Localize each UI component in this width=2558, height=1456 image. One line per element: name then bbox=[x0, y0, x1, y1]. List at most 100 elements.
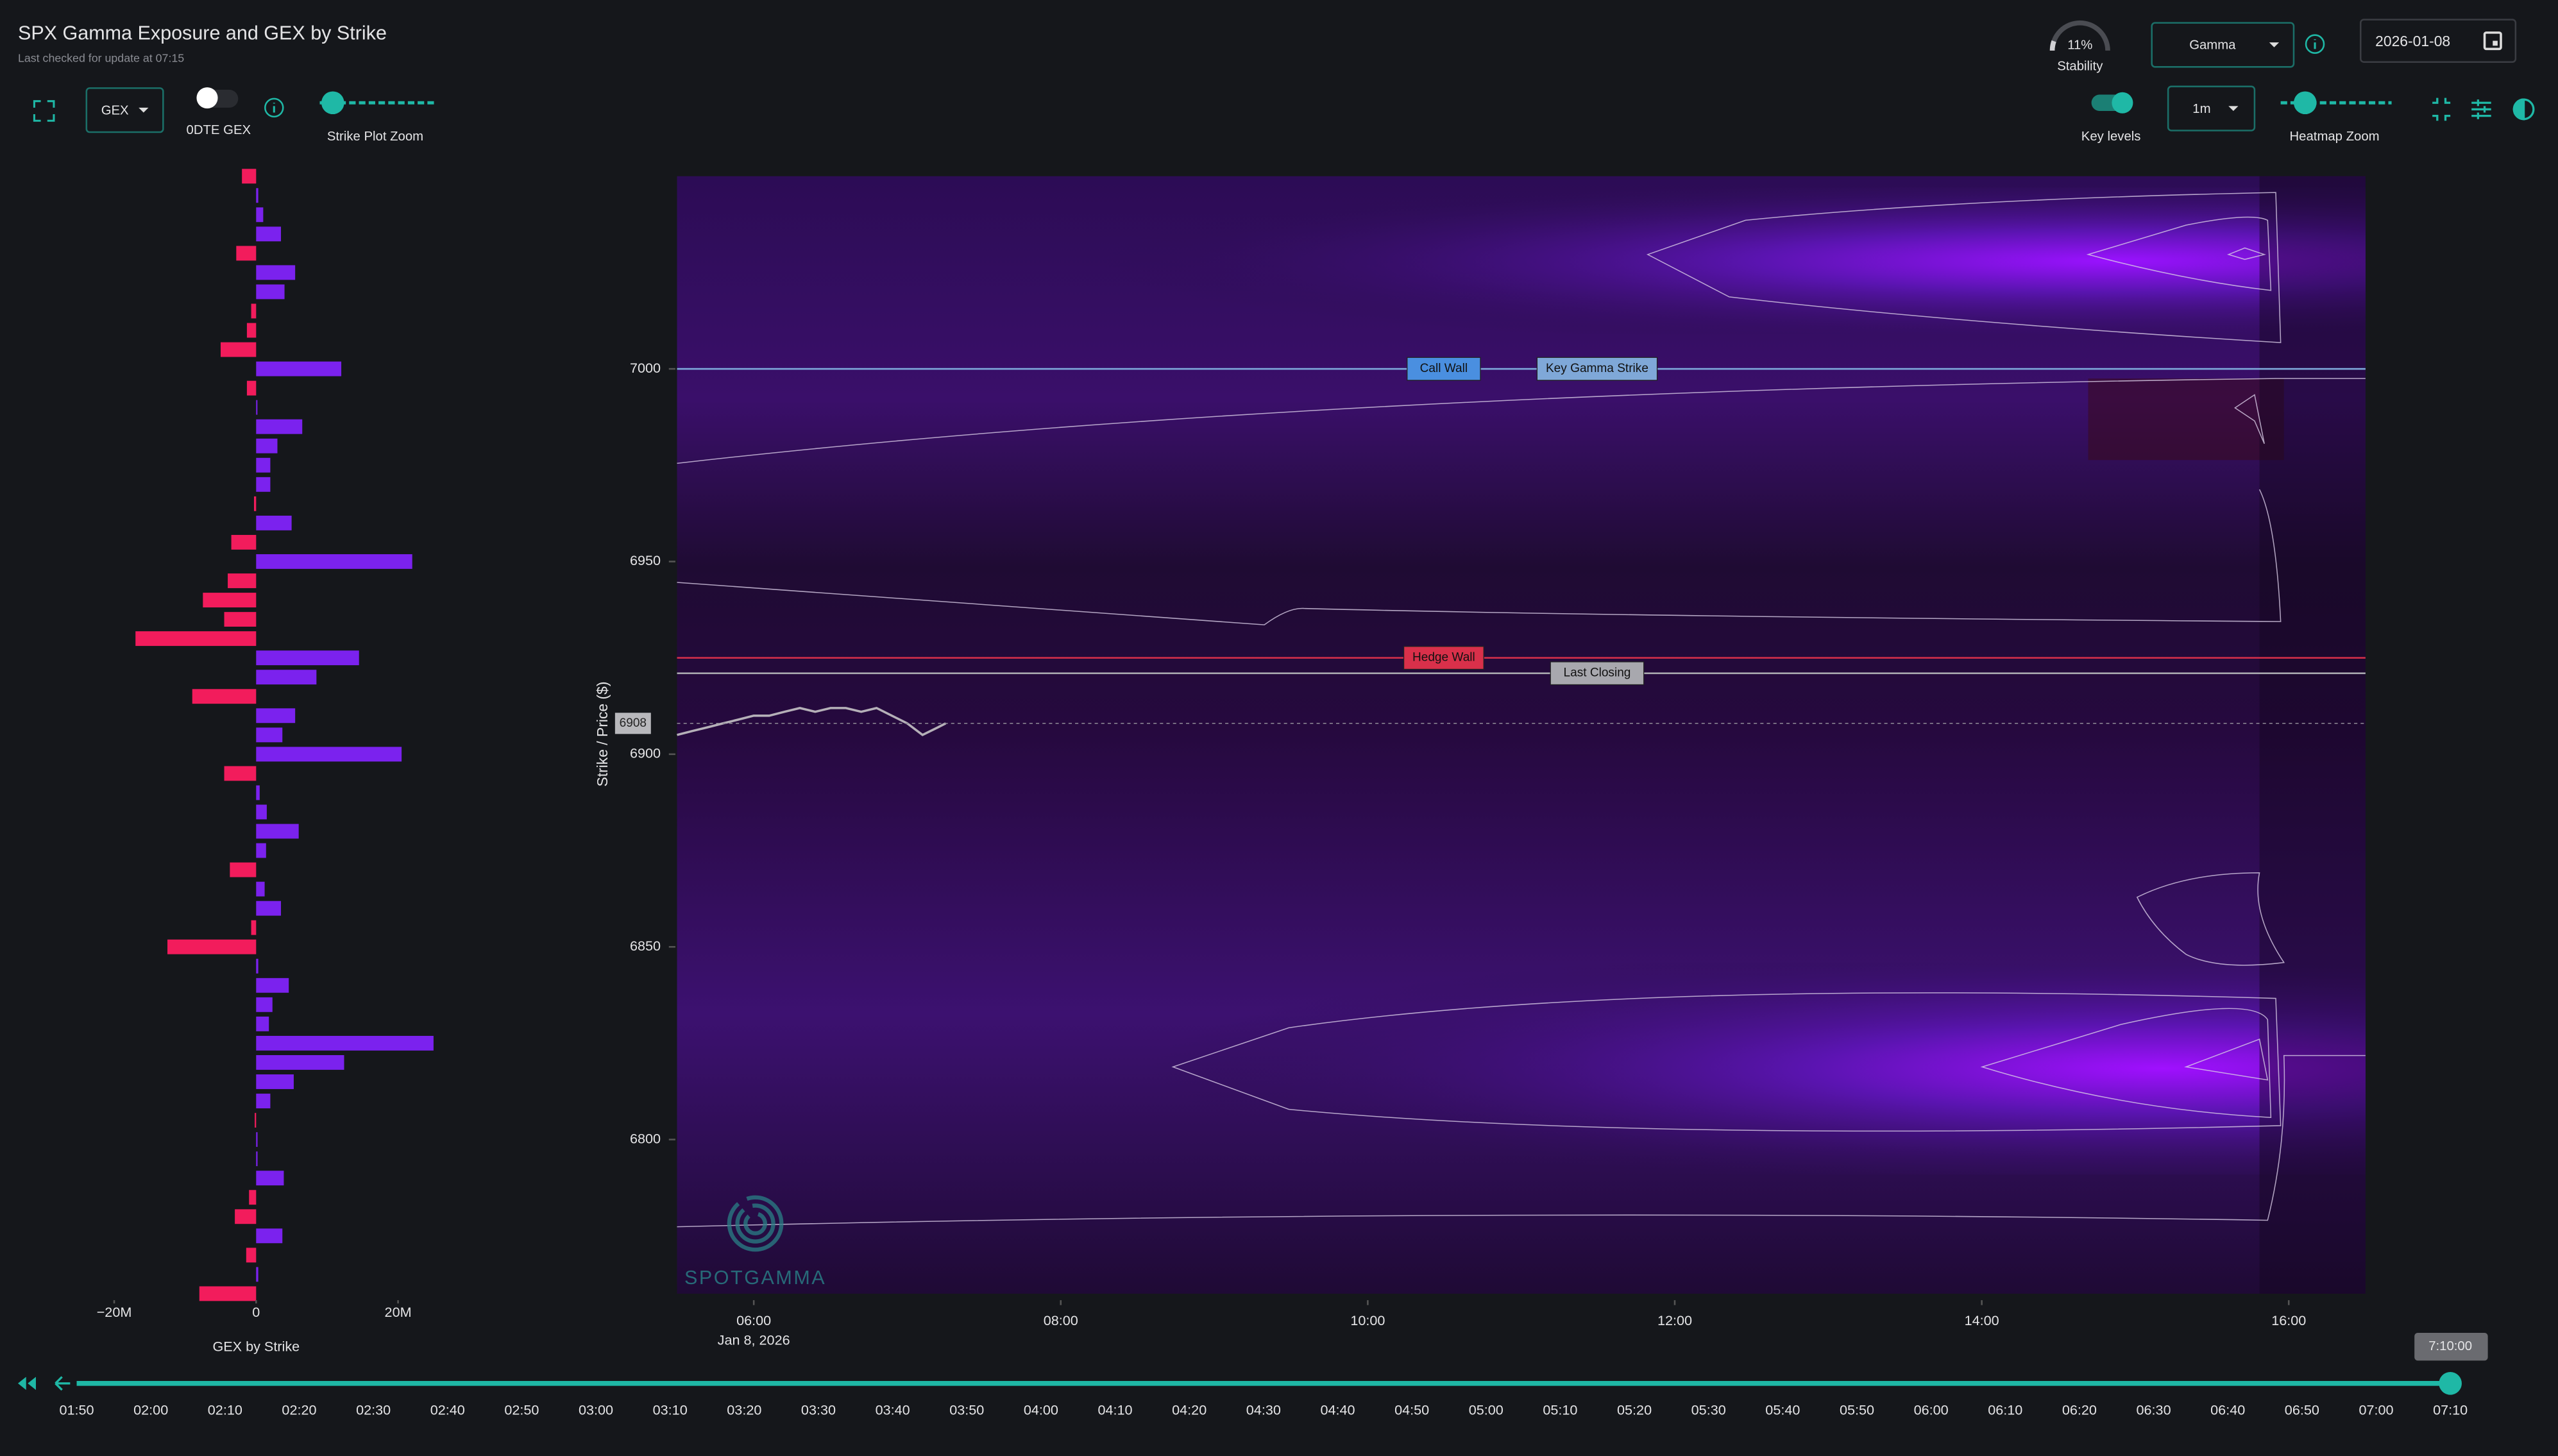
key-level-label-box bbox=[1407, 357, 1481, 381]
rewind-button[interactable] bbox=[17, 1376, 36, 1390]
gex-bar bbox=[256, 824, 299, 839]
fullscreen-button[interactable] bbox=[33, 100, 55, 122]
x-date-label: Jan 8, 2026 bbox=[718, 1332, 790, 1348]
date-picker[interactable]: 2026-01-08 bbox=[2359, 19, 2517, 63]
gex-bar bbox=[192, 689, 257, 704]
heatmap-select[interactable]: Gamma bbox=[2151, 22, 2295, 68]
icon bbox=[55, 1376, 71, 1391]
gex-bar bbox=[167, 939, 257, 954]
key-level-label: Call Wall bbox=[1420, 362, 1468, 375]
heatmap-zoom-slider[interactable] bbox=[2280, 91, 2392, 115]
back-button[interactable] bbox=[55, 1376, 71, 1391]
gex-select[interactable]: GEX bbox=[85, 87, 164, 133]
gex-bar bbox=[256, 670, 317, 685]
timeline-label: 03:30 bbox=[801, 1402, 836, 1418]
date-value: 2026-01-08 bbox=[2375, 33, 2450, 49]
x-tick-label: 12:00 bbox=[1657, 1312, 1692, 1328]
gex-bar bbox=[256, 1016, 269, 1031]
gex-bar bbox=[256, 997, 273, 1012]
key-level-label-box bbox=[1536, 357, 1658, 381]
timeline-label: 04:40 bbox=[1320, 1402, 1355, 1418]
gex-bar bbox=[249, 1190, 257, 1205]
x-tick-label: 20M bbox=[385, 1304, 412, 1320]
last-price-box bbox=[614, 713, 651, 734]
timeline-label: 05:30 bbox=[1691, 1402, 1726, 1418]
gex-bar bbox=[256, 958, 258, 974]
gex-bar bbox=[246, 1248, 257, 1263]
x-tick-label: 06:00 bbox=[736, 1312, 771, 1328]
timeline-label: 06:50 bbox=[2285, 1402, 2319, 1418]
gex-bar bbox=[256, 554, 412, 569]
key-levels-toggle[interactable] bbox=[2091, 92, 2133, 114]
gex-bar bbox=[256, 1055, 344, 1070]
toggle-knob bbox=[196, 87, 218, 109]
settings-button[interactable] bbox=[2471, 99, 2491, 119]
gex-bar bbox=[256, 1074, 294, 1089]
info-button[interactable] bbox=[2305, 34, 2325, 54]
timeline-knob bbox=[2439, 1371, 2462, 1395]
timeline-label: 04:30 bbox=[1246, 1402, 1281, 1418]
strike-zoom-slider[interactable] bbox=[319, 91, 434, 115]
heatmap-zoom-label: Heatmap Zoom bbox=[2290, 130, 2380, 144]
gex-bar bbox=[251, 303, 257, 319]
timeline-label: 05:50 bbox=[1840, 1402, 1874, 1418]
strike-zoom-label: Strike Plot Zoom bbox=[327, 130, 423, 144]
timeline-label: 07:00 bbox=[2359, 1402, 2393, 1418]
timeline-label: 02:00 bbox=[133, 1402, 168, 1418]
gex-bar bbox=[256, 747, 402, 762]
gex-bar bbox=[256, 207, 264, 223]
timeline-label: 07:10 bbox=[2433, 1402, 2468, 1418]
logo-ring bbox=[727, 1195, 784, 1252]
timeline-label: 03:20 bbox=[727, 1402, 761, 1418]
gex-bar bbox=[256, 361, 342, 377]
heatmap-band bbox=[677, 962, 2366, 1175]
contour-line bbox=[677, 1054, 2366, 1228]
timeline-label: 01:50 bbox=[59, 1402, 94, 1418]
calendar-icon bbox=[2483, 31, 2502, 51]
select-value: Gamma bbox=[2189, 38, 2236, 53]
contour-line bbox=[2226, 247, 2266, 260]
bar-chart-title: GEX by Strike bbox=[212, 1339, 300, 1355]
timeline-label: 03:10 bbox=[653, 1402, 688, 1418]
gex-bar bbox=[255, 1113, 257, 1128]
gex-bar bbox=[256, 457, 271, 473]
collapse-button[interactable] bbox=[2432, 97, 2451, 121]
y-tick-label: 6800 bbox=[630, 1130, 661, 1146]
logo-ring bbox=[743, 1212, 768, 1235]
contour-line bbox=[2136, 872, 2285, 966]
interval-select[interactable]: 1m bbox=[2167, 85, 2256, 131]
stability-label: Stability bbox=[2057, 60, 2103, 74]
gex-bar bbox=[256, 515, 292, 530]
gex-bar bbox=[231, 534, 257, 550]
timeline-slider[interactable] bbox=[76, 1371, 2462, 1395]
gex-bar bbox=[246, 380, 257, 396]
gex-bar bbox=[256, 1267, 258, 1282]
timeline-label: 02:10 bbox=[208, 1402, 242, 1418]
gex-bar bbox=[256, 477, 271, 492]
timeline-label: 02:30 bbox=[356, 1402, 391, 1418]
icon bbox=[2432, 97, 2451, 121]
info-button[interactable] bbox=[264, 97, 284, 118]
gex-bar bbox=[228, 573, 257, 588]
select-box bbox=[2151, 22, 2295, 68]
heatmap-band bbox=[677, 187, 2366, 335]
timeline-label: 04:20 bbox=[1172, 1402, 1207, 1418]
timeline-label: 04:50 bbox=[1394, 1402, 1429, 1418]
icon bbox=[33, 100, 55, 122]
x-tick-label: 08:00 bbox=[1044, 1312, 1078, 1328]
heatmap bbox=[677, 176, 2366, 1294]
y-axis-title: Strike / Price ($) bbox=[594, 682, 611, 787]
contour-line bbox=[677, 489, 2282, 625]
gex-bar bbox=[256, 438, 278, 453]
odte-toggle[interactable] bbox=[196, 87, 239, 109]
x-tick-label: −20M bbox=[97, 1304, 132, 1320]
gex-bar bbox=[256, 804, 267, 820]
contour-line bbox=[677, 378, 2366, 464]
timeline-label: 04:00 bbox=[1024, 1402, 1058, 1418]
select-value: GEX bbox=[101, 103, 129, 117]
icon bbox=[2512, 98, 2535, 121]
calendar-icon bbox=[2493, 40, 2498, 46]
gex-bar bbox=[199, 1286, 257, 1301]
gauge-value bbox=[2049, 40, 2056, 51]
